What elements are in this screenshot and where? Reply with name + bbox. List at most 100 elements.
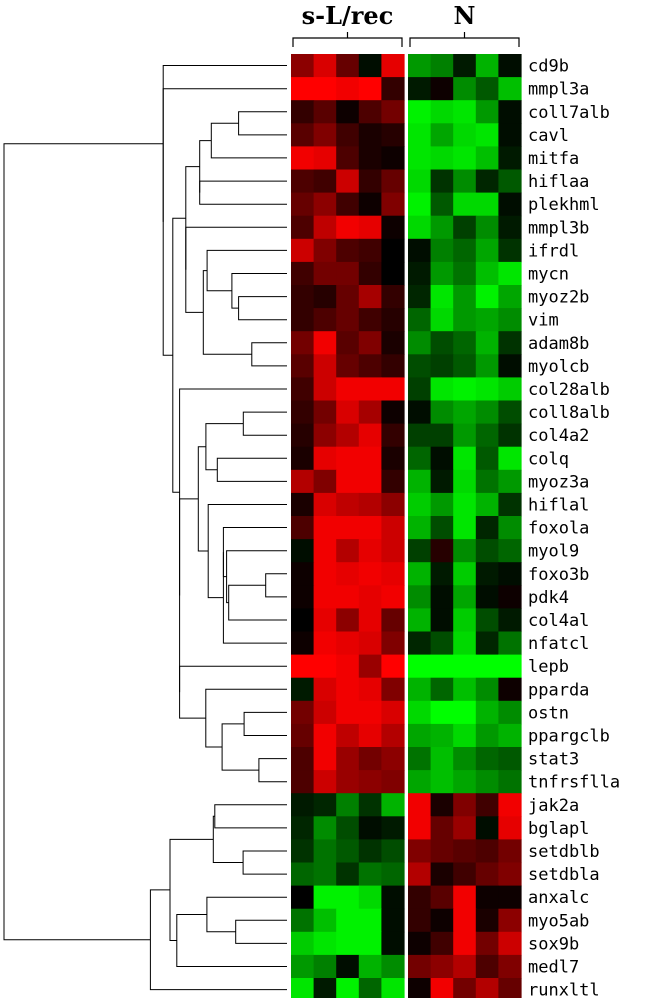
heatmap-cell-mycn-col4 [358, 261, 382, 286]
heatmap-cell-myoz3a-col4 [358, 469, 382, 494]
heatmap-cell-ifrd1-col5 [381, 238, 405, 263]
heatmap-cell-myo19-col6 [408, 539, 432, 563]
heatmap-cell-hif1aa-col4 [358, 169, 382, 194]
heatmap-cell-hif1aa-col10 [498, 169, 522, 194]
heatmap-cell-col18a1b-col5 [381, 400, 405, 425]
heatmap-cell-mitfa-col9 [475, 146, 499, 171]
heatmap-cell-col4a1-col4 [358, 608, 382, 633]
row-label-col4a2: col4a2 [528, 426, 589, 446]
heatmap-cell-col28a1b-col9 [475, 377, 499, 402]
dendrogram-branch-10 [231, 273, 287, 309]
heatmap-cell-cd9b-col10 [498, 54, 522, 78]
row-label-anxa1c: anxalc [528, 888, 589, 908]
heatmap-cell-foxo3b-col2 [313, 562, 337, 586]
heatmap-cell-stat3-col3 [336, 747, 360, 771]
heatmap-cell-myo1cb-col7 [430, 354, 454, 378]
heatmap-cell-col4a2-col1 [291, 423, 315, 448]
heatmap-cell-mycn-col1 [291, 261, 315, 286]
heatmap-cell-vim-col2 [313, 308, 337, 332]
dendrogram-branch-29 [185, 226, 287, 313]
heatmap-cell-myo1cb-col1 [291, 354, 315, 378]
heatmap-cell-tnfrsf11a-col6 [408, 770, 432, 794]
heatmap-cell-sox9b-col1 [291, 931, 315, 956]
heatmap-cell-bglap1-col8 [453, 816, 477, 840]
heatmap-cell-ppargc1b-col5 [381, 723, 405, 748]
heatmap-cell-stat3-col2 [313, 747, 337, 771]
heatmap-cell-nfatc1-col9 [475, 631, 499, 656]
heatmap-cell-myo1cb-col3 [336, 354, 360, 378]
heatmap-cell-bglap1-col9 [475, 816, 499, 840]
heatmap-cell-foxo3b-col8 [453, 562, 477, 586]
heatmap-cell-col17a1b-col2 [313, 100, 337, 124]
heatmap-cell-cav1-col9 [475, 123, 499, 147]
group-bracket-2 [409, 32, 520, 47]
heatmap-cell-nfatc1-col5 [381, 631, 405, 656]
heatmap-cell-cd9b-col2 [313, 54, 337, 78]
heatmap-cell-ifrd1-col9 [475, 238, 499, 263]
heatmap-cell-runx1t1-col3 [336, 978, 360, 998]
heatmap-cell-mmpl3a-col3 [336, 77, 360, 101]
row-label-myoz3a: myoz3a [528, 472, 589, 492]
heatmap-cell-col4a2-col10 [498, 423, 522, 448]
heatmap-cell-myo19-col9 [475, 539, 499, 563]
heatmap-cell-foxo1a-col5 [381, 516, 405, 540]
row-label-mycn: mycn [528, 264, 569, 284]
heatmap-cell-pparda-col1 [291, 677, 315, 702]
heatmap-cell-mycn-col2 [313, 261, 337, 286]
heatmap-cell-jak2a-col3 [336, 793, 360, 817]
heatmap-cell-mmpl3b-col3 [336, 215, 360, 240]
heatmap-cell-setdb1b-col8 [453, 839, 477, 864]
heatmap-cell-myoz3a-col1 [291, 469, 315, 494]
heatmap-cell-myo19-col7 [430, 539, 454, 563]
heatmap-cell-col17a1b-col6 [408, 100, 432, 124]
heatmap-cell-tnfrsf11a-col4 [358, 770, 382, 794]
heatmap-cell-c1q-col6 [408, 446, 432, 471]
heatmap-cell-col4a1-col5 [381, 608, 405, 633]
heatmap-cell-med17-col10 [498, 954, 522, 979]
heatmap-cell-runx1t1-col10 [498, 978, 522, 998]
heatmap-cell-anxa1c-col1 [291, 885, 315, 910]
row-label-setdb1b: setdblb [528, 842, 600, 862]
heatmap-cell-mmpl3a-col8 [453, 77, 477, 101]
heatmap-cell-tnfrsf11a-col10 [498, 770, 522, 794]
dendrogram-branch-19 [210, 122, 287, 159]
row-label-myo5ab: myo5ab [528, 911, 589, 931]
heatmap-cell-col18a1b-col10 [498, 400, 522, 425]
heatmap-cell-tnfrsf11a-col7 [430, 770, 454, 794]
heatmap-cell-ppargc1b-col3 [336, 723, 360, 748]
heatmap-cell-col18a1b-col1 [291, 400, 315, 425]
heatmap-cell-sox9b-col4 [358, 931, 382, 956]
heatmap-cell-col18a1b-col3 [336, 400, 360, 425]
heatmap-cell-lepb-col9 [475, 654, 499, 679]
heatmap-cell-mmpl3a-col2 [313, 77, 337, 101]
heatmap-cell-col4a1-col3 [336, 608, 360, 633]
heatmap-cell-foxo3b-col4 [358, 562, 382, 586]
heatmap-cell-mitfa-col7 [430, 146, 454, 171]
heatmap-cell-foxo1a-col8 [453, 516, 477, 540]
heatmap-cell-col4a2-col9 [475, 423, 499, 448]
row-label-myoz2b: myoz2b [528, 288, 589, 308]
heatmap-cell-runx1t1-col8 [453, 978, 477, 998]
dendrogram-branch-14 [222, 552, 287, 644]
heatmap-cell-myoz3a-col7 [430, 469, 454, 494]
heatmap-cell-col28a1b-col5 [381, 377, 405, 402]
heatmap-cell-myo5ab-col2 [313, 908, 337, 933]
heatmap-cell-runx1t1-col5 [381, 978, 405, 998]
group-label-2: N [454, 1, 476, 30]
heatmap-cell-hif1aa-col9 [475, 169, 499, 194]
heatmap-cell-mitfa-col4 [358, 146, 382, 171]
heatmap-cell-mmpl3b-col5 [381, 215, 405, 240]
heatmap-cell-col17a1b-col4 [358, 100, 382, 124]
heatmap-cell-col17a1b-col8 [453, 100, 477, 124]
heatmap-cell-nfatc1-col2 [313, 631, 337, 656]
heatmap-cell-adam8b-col9 [475, 331, 499, 355]
row-label-col18a1b: coll8alb [528, 403, 610, 423]
heatmap-cell-jak2a-col8 [453, 793, 477, 817]
heatmap-cell-vim-col9 [475, 308, 499, 332]
heatmap-cell-anxa1c-col6 [408, 885, 432, 910]
heatmap-cell-ppargc1b-col6 [408, 723, 432, 748]
heatmap-cell-cd9b-col5 [381, 54, 405, 78]
heatmap-cell-foxo1a-col1 [291, 516, 315, 540]
heatmap-cell-myo5ab-col3 [336, 908, 360, 933]
row-dendrogram [3, 65, 287, 991]
